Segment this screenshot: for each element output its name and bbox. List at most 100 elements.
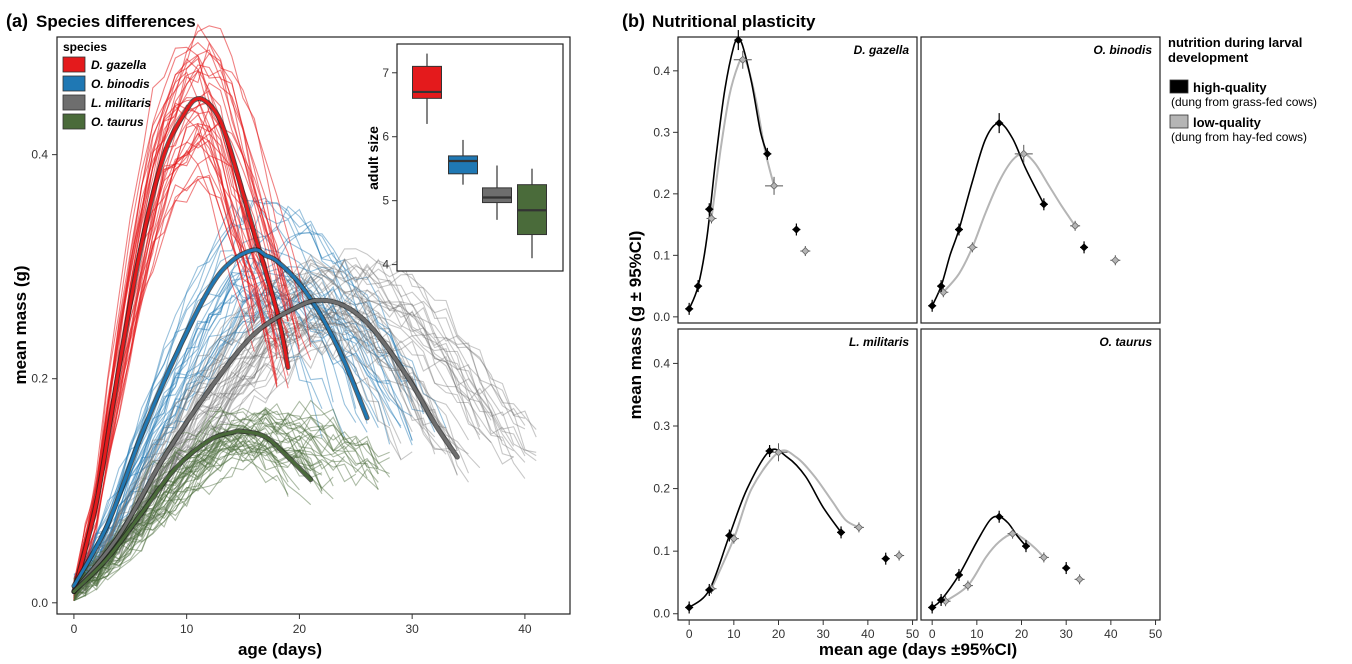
mean-curve-o-taurus xyxy=(72,429,313,594)
facet-frame xyxy=(677,36,918,324)
trajectory-o-binodis xyxy=(73,266,413,591)
low-quality-point xyxy=(1071,221,1080,230)
trajectory-o-taurus xyxy=(73,437,379,597)
trajectory-o-binodis xyxy=(73,225,424,580)
trajectory-l-militaris xyxy=(73,326,469,585)
y-tick-label: 0.1 xyxy=(653,248,670,262)
trajectory-l-militaris xyxy=(73,290,402,598)
species-mean-curves xyxy=(71,95,460,595)
high-quality-point xyxy=(685,603,694,612)
y-tick-label: 0.0 xyxy=(653,607,670,621)
trajectory-l-militaris xyxy=(73,310,537,593)
trajectory-l-militaris xyxy=(73,289,515,601)
x-tick-label: 20 xyxy=(1015,627,1029,641)
trajectory-l-militaris xyxy=(73,271,424,600)
legend-swatch-l-militaris xyxy=(62,94,86,111)
y-tick-label: 0.4 xyxy=(653,64,670,78)
low-quality-point xyxy=(1075,575,1084,584)
inset-boxes xyxy=(412,53,547,259)
trajectory-o-binodis xyxy=(73,199,368,579)
x-tick-label: 20 xyxy=(293,622,307,636)
x-tick-label: 10 xyxy=(727,627,741,641)
high-quality-point xyxy=(928,603,937,612)
low-quality-curve xyxy=(710,449,860,590)
legend-label-low-quality: low-quality xyxy=(1193,115,1262,130)
facet-frame xyxy=(920,328,1161,621)
trajectory-o-taurus xyxy=(73,431,379,587)
panel-b-y-axis-title: mean mass (g ± 95%CI) xyxy=(626,231,645,420)
trajectory-l-militaris xyxy=(73,330,537,594)
panel-a-x-ticks: 0 10 20 30 40 xyxy=(71,614,532,636)
trajectory-d-gazella xyxy=(73,155,289,590)
high-quality-point xyxy=(1079,243,1089,252)
trajectory-o-binodis xyxy=(73,280,323,601)
low-quality-point xyxy=(854,523,863,532)
trajectory-l-militaris xyxy=(73,303,402,579)
high-quality-point xyxy=(1039,200,1048,209)
high-quality-point xyxy=(763,149,772,158)
y-tick-label: 0.4 xyxy=(653,356,670,370)
high-quality-curve xyxy=(931,122,1045,307)
x-tick-label: 40 xyxy=(518,622,532,636)
trajectory-o-binodis xyxy=(73,241,402,579)
inset-y-tick-label: 6 xyxy=(382,130,389,144)
trajectory-l-militaris xyxy=(73,329,514,590)
facet-frame xyxy=(677,328,918,621)
legend-label-high-quality: high-quality xyxy=(1193,80,1267,95)
facet-label: O. binodis xyxy=(1093,43,1152,57)
low-quality-point xyxy=(1019,149,1028,158)
box-d-gazella xyxy=(412,65,442,99)
x-tick-label: 30 xyxy=(1060,627,1074,641)
trajectory-o-binodis xyxy=(73,291,402,591)
high-quality-point xyxy=(937,595,946,605)
trajectory-l-militaris xyxy=(73,254,436,588)
high-quality-point xyxy=(734,36,743,45)
trajectory-o-binodis xyxy=(73,222,357,585)
legend-label-o-binodis: O. binodis xyxy=(91,77,150,91)
species-legend: species D. gazella O. binodis L. militar… xyxy=(62,40,151,130)
trajectory-l-militaris xyxy=(73,331,526,599)
panel-a-frame xyxy=(56,36,571,615)
panel-b-label: (b) xyxy=(622,11,645,31)
legend-swatch-high-quality xyxy=(1169,79,1189,94)
trajectory-o-taurus xyxy=(73,435,357,590)
high-quality-point xyxy=(995,512,1004,521)
trajectory-o-binodis xyxy=(73,279,413,595)
trajectory-o-taurus xyxy=(73,416,390,586)
low-quality-point xyxy=(769,181,779,190)
trajectory-o-taurus xyxy=(73,409,312,601)
trajectory-o-binodis xyxy=(73,297,413,596)
trajectory-o-taurus xyxy=(73,406,368,601)
trajectory-d-gazella xyxy=(73,121,300,580)
y-tick-label: 0.2 xyxy=(31,372,48,386)
trajectory-o-binodis xyxy=(73,293,436,594)
trajectory-o-binodis xyxy=(73,297,379,583)
trajectory-d-gazella xyxy=(73,98,255,601)
inset-y-ticks: 4 5 6 7 xyxy=(382,66,397,272)
low-quality-point xyxy=(729,534,738,543)
mean-curve-l-militaris xyxy=(72,298,459,594)
low-quality-curve xyxy=(942,152,1076,293)
mean-curve-o-binodis xyxy=(72,248,369,588)
low-quality-point xyxy=(1039,553,1048,562)
high-quality-point xyxy=(705,585,714,595)
facet-d-gazella: D. gazella 0.0 0.1 0.2 0.3 0.4 xyxy=(653,30,918,324)
y-tick-label: 0.1 xyxy=(653,544,670,558)
trajectory-o-taurus xyxy=(73,433,379,595)
legend-swatch-low-quality xyxy=(1169,114,1189,129)
trajectory-d-gazella xyxy=(73,57,267,601)
high-quality-point xyxy=(705,205,714,214)
x-tick-label: 40 xyxy=(1104,627,1118,641)
inset-y-tick-label: 4 xyxy=(382,258,389,272)
x-tick-label: 20 xyxy=(772,627,786,641)
y-tick-label: 0.2 xyxy=(653,187,670,201)
legend-note-high-quality: (dung from grass-fed cows) xyxy=(1171,95,1317,109)
x-tick-label: 50 xyxy=(1149,627,1163,641)
trajectory-o-taurus xyxy=(73,449,312,592)
panel-a-x-axis-title: age (days) xyxy=(238,640,322,659)
trajectory-l-militaris xyxy=(73,257,526,593)
x-tick-label: 50 xyxy=(906,627,920,641)
nutrition-legend: nutrition during larval development high… xyxy=(1168,35,1317,144)
x-tick-label: 0 xyxy=(929,627,936,641)
